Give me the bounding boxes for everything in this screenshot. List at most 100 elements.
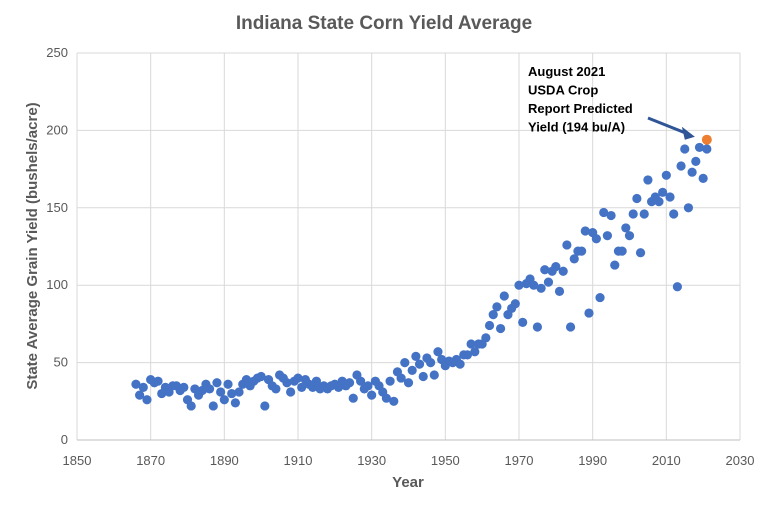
data-point (179, 382, 189, 392)
data-point (135, 390, 145, 400)
data-point (691, 156, 701, 166)
data-point (676, 161, 686, 171)
data-point (293, 373, 303, 383)
x-tick-label: 1870 (136, 453, 165, 468)
data-point (698, 173, 708, 183)
annotation-line: Report Predicted (528, 101, 633, 116)
predicted-yield-point (701, 134, 712, 145)
data-point (628, 209, 638, 219)
data-point (624, 231, 635, 241)
x-tick-label: 1930 (357, 453, 386, 468)
data-point (595, 292, 605, 303)
data-point (230, 398, 240, 408)
data-point (142, 395, 152, 405)
annotation-arrow-head (681, 126, 695, 140)
data-point (234, 387, 244, 397)
data-point (186, 401, 196, 411)
x-tick-label: 1950 (431, 453, 460, 468)
data-point (565, 322, 576, 332)
data-point (271, 384, 281, 394)
data-point (562, 240, 572, 250)
data-point (153, 376, 163, 386)
annotation-arrow-shaft (647, 116, 686, 135)
data-point (514, 280, 524, 290)
annotation-line: Yield (194 bu/A) (528, 120, 625, 135)
data-point (219, 395, 229, 405)
data-point (599, 207, 609, 218)
data-point (510, 299, 520, 309)
data-point (532, 322, 543, 332)
x-tick-label: 2030 (726, 453, 755, 468)
data-point (344, 378, 355, 388)
data-point (518, 317, 528, 327)
data-point (470, 347, 480, 357)
data-point (367, 390, 377, 400)
data-point (385, 376, 395, 386)
data-point (433, 347, 443, 357)
y-tick-label: 50 (54, 355, 68, 370)
data-point (584, 308, 594, 318)
data-point (694, 142, 705, 153)
data-point (212, 378, 222, 388)
data-point (495, 323, 506, 334)
data-point (216, 387, 226, 397)
data-point (205, 384, 215, 394)
data-point (131, 379, 141, 389)
annotation-line: USDA Crop (528, 83, 598, 98)
data-point (297, 382, 307, 392)
data-point (481, 333, 491, 343)
data-point (536, 283, 546, 293)
data-point (529, 280, 539, 290)
data-point (256, 371, 266, 382)
data-point (499, 291, 509, 301)
data-point (665, 192, 675, 202)
y-tick-label: 200 (46, 122, 68, 137)
y-tick-label: 250 (46, 45, 68, 60)
data-point (282, 378, 292, 388)
data-point (429, 370, 439, 380)
data-point (551, 262, 561, 272)
x-tick-label: 1990 (578, 453, 607, 468)
x-tick-label: 2010 (652, 453, 681, 468)
annotation-line: August 2021 (528, 64, 605, 79)
x-tick-label: 1850 (63, 453, 92, 468)
data-point (260, 401, 270, 411)
data-point (610, 260, 620, 270)
data-point (381, 393, 391, 403)
data-point (223, 379, 233, 389)
data-point (363, 381, 373, 391)
data-point (138, 382, 148, 392)
data-point (403, 378, 414, 388)
tick-labels: 0 50 100 150 200 250 1850 1870 1890 1910 1930 1950 1… (46, 45, 754, 468)
data-point (462, 350, 473, 360)
data-point (569, 254, 579, 264)
data-point (543, 277, 554, 287)
data-point (669, 209, 679, 219)
data-point (602, 231, 613, 241)
data-point (311, 376, 322, 386)
data-point (554, 286, 565, 296)
grid-lines (76, 52, 741, 441)
data-point (418, 371, 428, 382)
data-point (687, 167, 697, 177)
data-point (400, 358, 410, 368)
data-point (643, 175, 653, 185)
data-point (484, 320, 495, 331)
data-point (702, 144, 712, 154)
y-axis-title: State Average Grain Yield (bushels/acre) (24, 102, 41, 389)
data-point (591, 234, 601, 244)
data-point (466, 339, 476, 349)
y-tick-label: 0 (61, 432, 68, 447)
data-point (208, 401, 218, 411)
x-tick-label: 1970 (505, 453, 534, 468)
data-point (654, 197, 664, 207)
data-point (488, 310, 498, 320)
y-tick-label: 150 (46, 200, 68, 215)
data-point (621, 223, 631, 233)
data-point (540, 265, 550, 275)
data-points (131, 134, 712, 411)
y-tick-label: 100 (46, 277, 68, 292)
x-tick-label: 1890 (210, 453, 239, 468)
data-point (286, 387, 296, 397)
data-point (348, 393, 358, 403)
